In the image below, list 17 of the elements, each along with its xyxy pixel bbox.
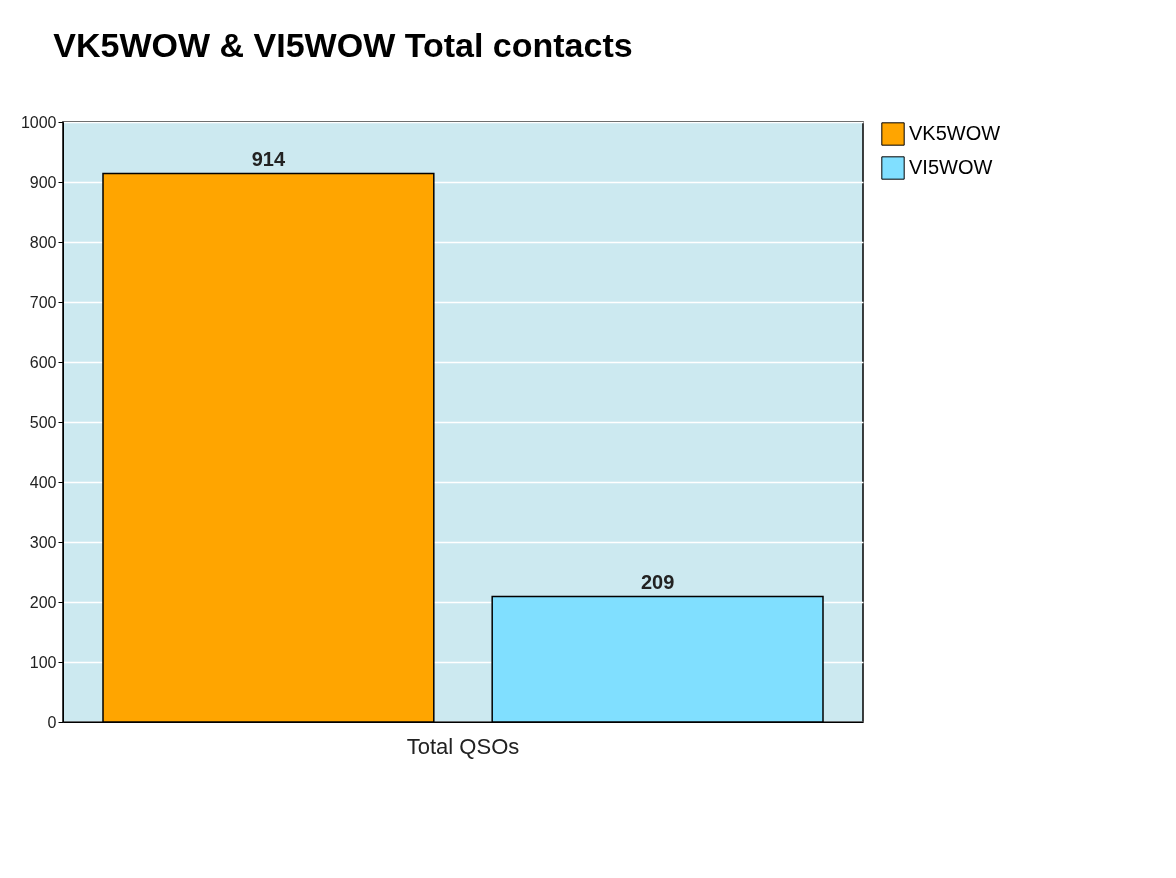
y-tick-label: 0 bbox=[47, 713, 57, 731]
y-tick-label: 700 bbox=[29, 293, 57, 311]
y-tick-label: 500 bbox=[29, 413, 57, 431]
y-tick-label: 900 bbox=[29, 173, 57, 191]
y-tick-label: 200 bbox=[29, 593, 57, 611]
legend-label: VI5WOW bbox=[909, 156, 993, 178]
y-tick-label: 400 bbox=[29, 473, 57, 491]
y-tick-label: 600 bbox=[29, 353, 57, 371]
y-tick-label: 300 bbox=[29, 533, 57, 551]
y-tick-label: 800 bbox=[29, 233, 57, 251]
data-label: 209 bbox=[640, 570, 675, 593]
y-tick-label: 100 bbox=[29, 653, 57, 671]
chart-title: VK5WOW & VI5WOW Total contacts bbox=[53, 26, 633, 64]
x-tick-label: Total QSOs bbox=[406, 733, 520, 759]
y-tick-label: 1000 bbox=[20, 113, 57, 131]
legend-label: VK5WOW bbox=[909, 122, 1001, 144]
data-label: 914 bbox=[251, 147, 286, 170]
